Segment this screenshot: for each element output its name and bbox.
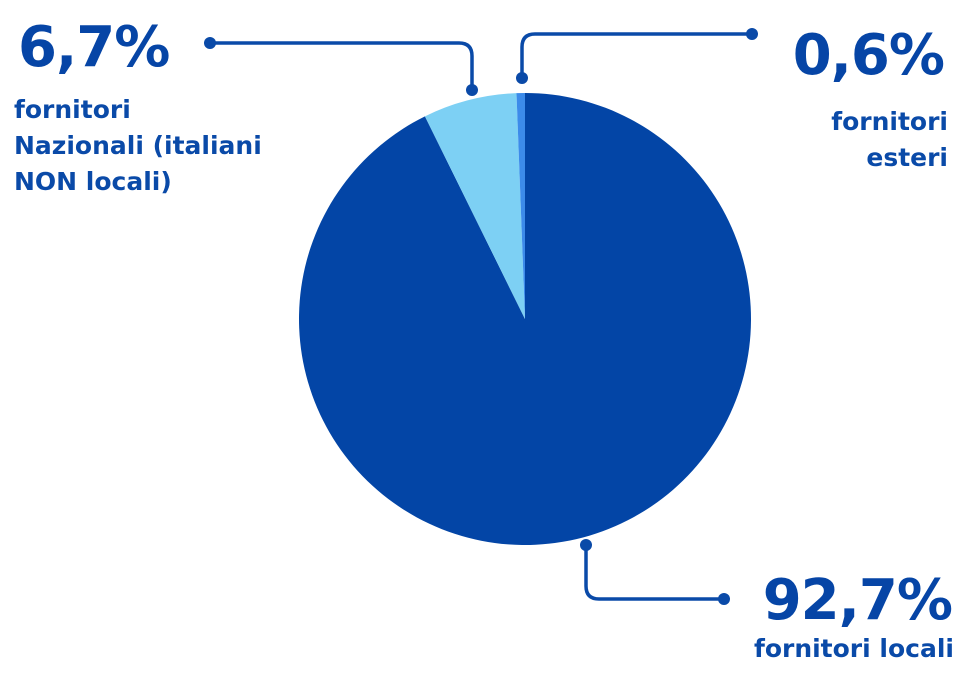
slice-value-label-nazionali: 6,7%	[18, 15, 170, 80]
slice-value-label-esteri: 0,6%	[792, 23, 945, 88]
leader-lines	[204, 28, 758, 605]
leader-line-dot	[746, 28, 758, 40]
slice-category-label-line: Nazionali (italiani	[14, 131, 262, 160]
slice-category-label-line: fornitori locali	[753, 634, 954, 663]
leader-line-locali	[584, 543, 726, 601]
leader-line-nazionali	[208, 41, 474, 92]
pie-slices	[299, 93, 752, 546]
slice-category-label-locali: fornitori locali	[754, 631, 954, 667]
pie-slice-esteri	[516, 93, 525, 319]
slice-category-label-nazionali: fornitori Nazionali (italiani NON locali…	[14, 92, 262, 200]
leader-line-dot	[718, 593, 730, 605]
slice-category-label-esteri: fornitori esteri	[831, 104, 948, 176]
pie-slice-locali	[299, 93, 752, 546]
pie-slice-nazionali	[424, 93, 525, 319]
slice-category-label-line: fornitori	[14, 95, 131, 124]
leader-line-dot	[516, 72, 528, 84]
slice-value-label-locali: 92,7%	[762, 568, 953, 633]
slice-category-label-line: fornitori	[831, 107, 948, 136]
leader-line-dot	[466, 84, 478, 96]
leader-line-esteri	[520, 32, 754, 80]
slice-category-label-line: NON locali)	[14, 167, 172, 196]
leader-line-dot	[580, 539, 592, 551]
slice-category-label-line: esteri	[866, 143, 948, 172]
leader-line-dot	[204, 37, 216, 49]
